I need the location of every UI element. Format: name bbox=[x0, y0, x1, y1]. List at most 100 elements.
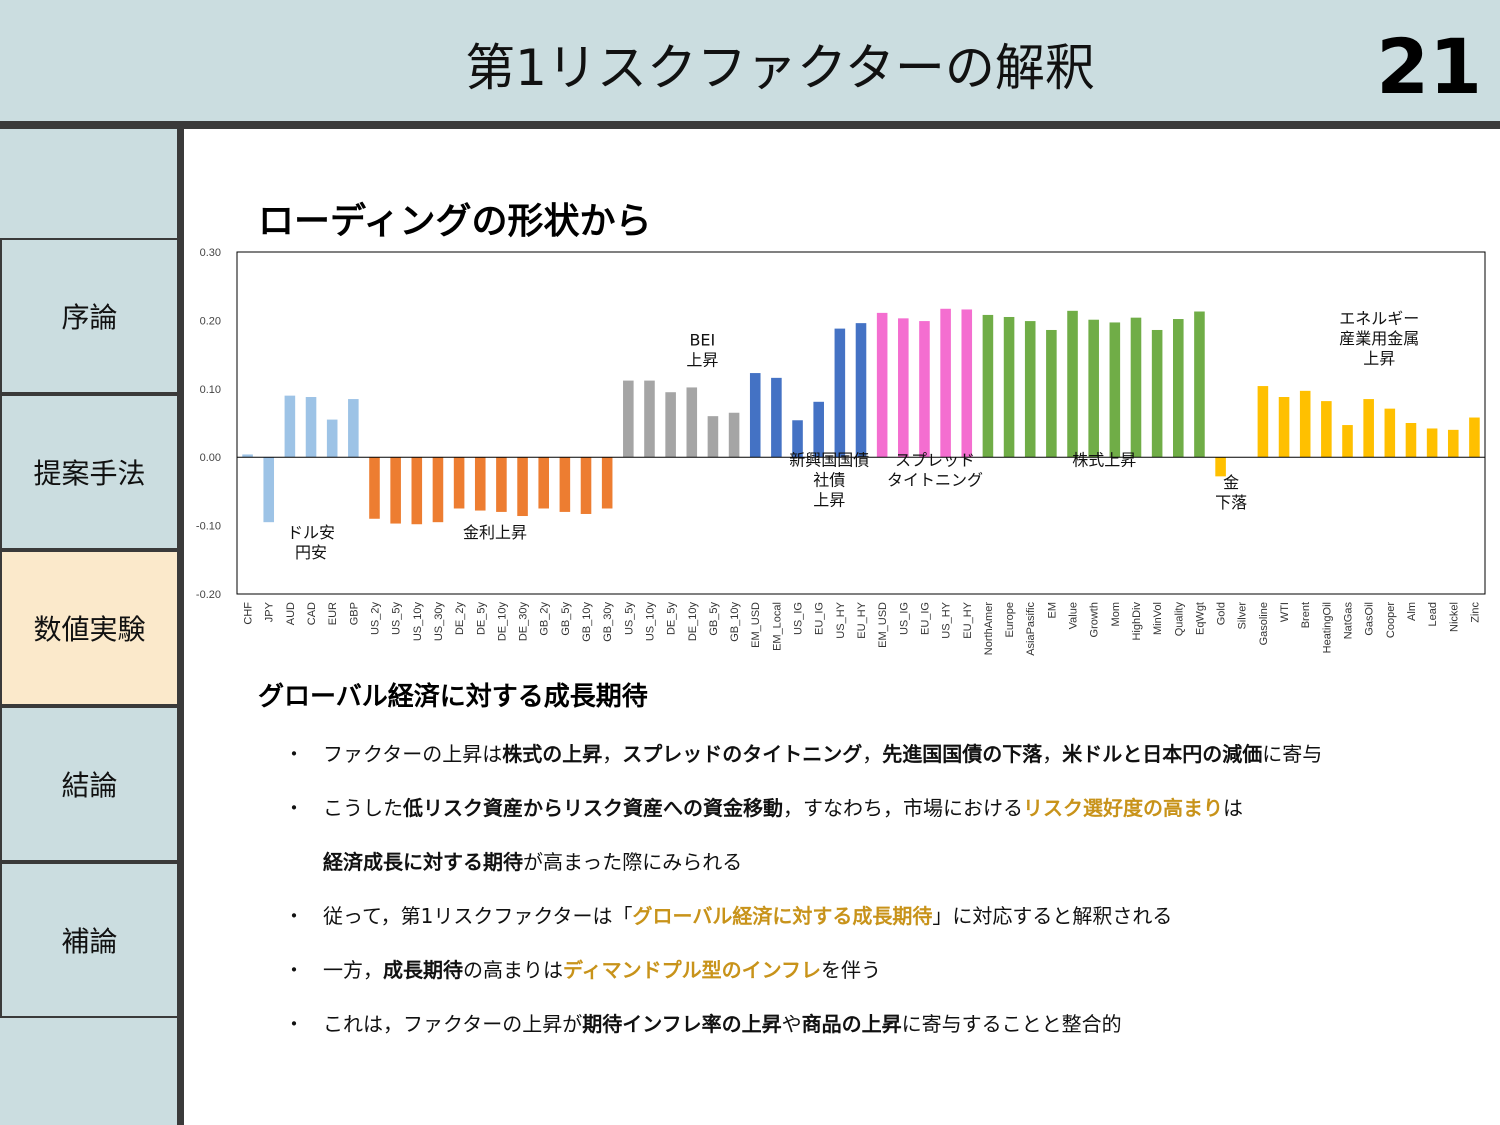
bar-EUR bbox=[326, 419, 338, 458]
x-tick-label: WTI bbox=[1279, 602, 1291, 622]
x-tick-label: GasOil bbox=[1364, 602, 1376, 636]
y-tick-label: -0.20 bbox=[196, 589, 221, 601]
x-tick-label: US_10y bbox=[412, 602, 424, 642]
x-tick-label: DE_30y bbox=[518, 602, 530, 642]
sidebar-item-introduction[interactable]: 序論 bbox=[0, 238, 177, 394]
annotation-label: スプレッド bbox=[895, 450, 975, 469]
bar-GasOil bbox=[1363, 399, 1374, 458]
sidebar-item-appendix[interactable]: 補論 bbox=[0, 862, 177, 1018]
bullet-text: これは，ファクターの上昇が bbox=[323, 1012, 583, 1036]
x-tick-label: Silver bbox=[1237, 602, 1249, 630]
x-tick-label: US_IG bbox=[793, 602, 805, 635]
bar-EU_IG bbox=[919, 321, 930, 458]
bar-EU_IG bbox=[813, 401, 824, 458]
bullet-text: ファクターの上昇は bbox=[323, 742, 503, 766]
bar-DE_5y bbox=[474, 457, 486, 511]
x-tick-label: US_10y bbox=[644, 602, 656, 642]
highlight-text: ディマンドプル型のインフレ bbox=[563, 958, 821, 982]
bold-text: 商品の上昇 bbox=[801, 1012, 902, 1036]
bullet-text: が高まった際にみられる bbox=[523, 850, 743, 874]
y-tick-label: 0.00 bbox=[200, 452, 221, 464]
x-tick-label: EU_IG bbox=[919, 602, 931, 635]
x-tick-label: Value bbox=[1068, 602, 1080, 629]
annotation-label: 新興国国債 bbox=[789, 450, 869, 469]
x-tick-label: Mom bbox=[1110, 602, 1122, 626]
bold-text: 成長期待 bbox=[383, 958, 463, 982]
bullet-dot: ・ bbox=[284, 904, 304, 928]
bullet-text: に寄与することと整合的 bbox=[901, 1012, 1122, 1036]
bullet-dot: ・ bbox=[284, 958, 304, 982]
x-tick-label: DE_5y bbox=[475, 602, 487, 636]
annotation-label: タイトニング bbox=[887, 470, 983, 489]
x-tick-label: EU_IG bbox=[814, 602, 826, 635]
bar-Quality bbox=[1173, 319, 1184, 458]
bar-EM bbox=[1046, 329, 1057, 458]
x-tick-label: EM_USD bbox=[877, 602, 889, 648]
x-tick-label: Cooper bbox=[1385, 602, 1397, 638]
sidebar-item-label: 結論 bbox=[61, 769, 118, 802]
sidebar-item-label: 数値実験 bbox=[33, 613, 146, 646]
x-tick-label: EM_Local bbox=[771, 602, 783, 651]
bullet-text: 」に対応すると解釈される bbox=[932, 904, 1173, 928]
bold-text: 先進国国債の下落 bbox=[882, 742, 1043, 766]
x-tick-label: HighDiv bbox=[1131, 602, 1143, 641]
x-tick-label: GB_2y bbox=[539, 602, 551, 636]
bar-Cooper bbox=[1384, 408, 1396, 458]
bar-US_2y bbox=[369, 457, 380, 519]
x-tick-label: US_5y bbox=[391, 602, 403, 636]
x-tick-label: CAD bbox=[306, 602, 318, 625]
bar-DE_30y bbox=[517, 457, 528, 517]
x-tick-label: EU_HY bbox=[856, 601, 868, 638]
bar-DE_2y bbox=[453, 457, 465, 509]
bullet-item: 経済成長に対する期待が高まった際にみられる bbox=[284, 841, 1484, 895]
x-tick-label: DE_10y bbox=[687, 602, 699, 642]
annotation-label: 金利上昇 bbox=[463, 523, 527, 542]
annotation-label: 社債 bbox=[813, 470, 845, 489]
bar-US_30y bbox=[432, 457, 444, 523]
bullet-item: ・一方，成長期待の高まりはディマンドプル型のインフレを伴う bbox=[284, 949, 1484, 1003]
bar-US_5y bbox=[623, 380, 634, 458]
x-tick-label: EUR bbox=[327, 602, 339, 625]
x-tick-label: AsiaPasific bbox=[1025, 602, 1037, 656]
y-tick-label: 0.10 bbox=[200, 384, 221, 396]
bar-WTI bbox=[1278, 397, 1290, 458]
x-tick-label: Alm bbox=[1406, 602, 1418, 621]
bar-US_HY bbox=[940, 308, 951, 458]
factor-loading-bar-chart: 0.30 0.20 0.10 0.00 -0.10 -0.20 CHF JPY AUD CAD EU… bbox=[196, 247, 1486, 656]
x-tick-label: GB_5y bbox=[560, 602, 572, 636]
x-tick-label: DE_2y bbox=[454, 602, 466, 636]
bar-US_10y bbox=[411, 457, 423, 525]
header-bar bbox=[0, 0, 1500, 121]
bullet-dot: ・ bbox=[284, 796, 304, 820]
x-tick-label: US_IG bbox=[898, 602, 910, 635]
sidebar-item-conclusion[interactable]: 結論 bbox=[0, 706, 177, 862]
annotation-label: 下落 bbox=[1215, 493, 1247, 512]
bar-CAD bbox=[305, 397, 317, 458]
x-tick-label: MinVol bbox=[1152, 602, 1164, 635]
x-tick-label: NatGas bbox=[1343, 602, 1355, 640]
bar-Alm bbox=[1405, 423, 1417, 458]
bullet-text: ， bbox=[1042, 742, 1063, 766]
bullet-item: ・こうした低リスク資産からリスク資産への資金移動，すなわち，市場におけるリスク選… bbox=[284, 787, 1484, 841]
page-number: 21 bbox=[1376, 22, 1482, 111]
x-tick-label: US_5y bbox=[623, 602, 635, 636]
y-tick-label: -0.10 bbox=[196, 521, 221, 533]
highlight-text: グローバル経済に対する成長期待 bbox=[632, 904, 933, 928]
bold-text: 低リスク資産からリスク資産への資金移動 bbox=[403, 796, 783, 820]
sidebar-item-proposed-method[interactable]: 提案手法 bbox=[0, 394, 177, 550]
bullet-list: ・ファクターの上昇は株式の上昇，スプレッドのタイトニング，先進国国債の下落，米ド… bbox=[284, 733, 1484, 1057]
x-tick-label: CHF bbox=[243, 602, 255, 625]
bullet-text: ， bbox=[602, 742, 623, 766]
x-tick-label: Growth bbox=[1089, 602, 1101, 637]
bullet-item: ・従って，第1リスクファクターは「グローバル経済に対する成長期待」に対応すると解… bbox=[284, 895, 1484, 949]
annotation-label: エネルギー bbox=[1339, 309, 1419, 328]
bar-CHF bbox=[242, 454, 253, 458]
bar-EU_HY bbox=[855, 323, 867, 458]
bar-EM_Local bbox=[771, 377, 782, 458]
sidebar-item-numerical-experiments[interactable]: 数値実験 bbox=[0, 550, 177, 706]
bar-Lead bbox=[1426, 428, 1438, 458]
annotation-label: 金 bbox=[1223, 473, 1239, 492]
bar-DE_10y bbox=[686, 387, 698, 458]
bold-text: スプレッドのタイトニング bbox=[622, 742, 863, 766]
x-tick-label: US_2y bbox=[369, 602, 381, 636]
